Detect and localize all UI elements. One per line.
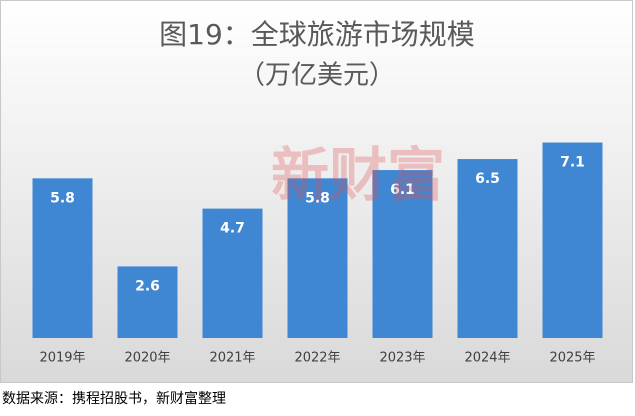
bar: [202, 208, 263, 338]
source-note: 数据来源：携程招股书，新财富整理: [2, 391, 226, 407]
watermark: 新财富: [271, 141, 445, 209]
value-label: 7.1: [560, 155, 585, 171]
value-label: 5.8: [50, 190, 75, 206]
x-tick-label: 2022年: [294, 351, 340, 366]
x-tick-label: 2024年: [464, 351, 510, 366]
x-tick-label: 2025年: [549, 351, 595, 366]
chart: 图19：全球旅游市场规模 （万亿美元） 5.8 2019年 2.6 2020年 4.7 2…: [0, 0, 633, 383]
value-label: 6.5: [475, 171, 500, 187]
bar: [32, 178, 93, 338]
chart-subtitle: （万亿美元）: [239, 61, 395, 91]
x-tick-label: 2023年: [379, 351, 425, 366]
bar: [372, 170, 433, 338]
bar: [117, 266, 178, 338]
chart-title: 图19：全球旅游市场规模: [159, 18, 475, 51]
bar: [457, 159, 518, 338]
value-label: 4.7: [220, 221, 245, 237]
value-label: 5.8: [305, 190, 330, 206]
value-label: 2.6: [135, 278, 160, 294]
bar: [287, 178, 348, 338]
value-label: 6.1: [390, 182, 415, 198]
x-tick-label: 2020年: [124, 351, 170, 366]
x-tick-label: 2019年: [39, 351, 85, 366]
bar: [542, 142, 603, 338]
x-tick-label: 2021年: [209, 351, 255, 366]
